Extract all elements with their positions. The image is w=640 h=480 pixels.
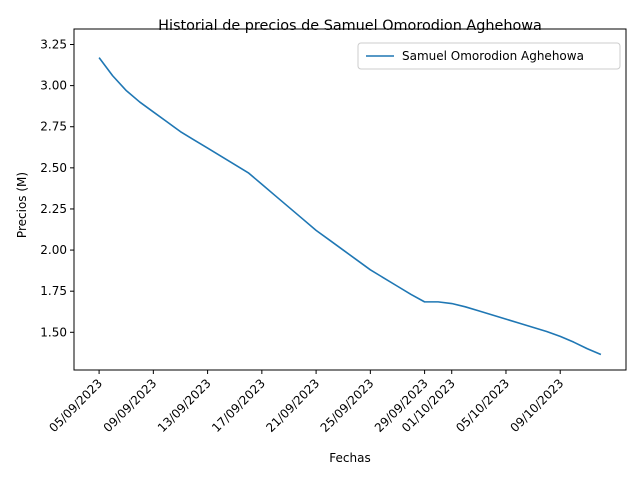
chart-title: Historial de precios de Samuel Omorodion… [158,18,542,34]
x-tick-label: 21/09/2023 [263,376,322,435]
series-line [98,57,602,356]
y-tick-label: 2.75 [40,120,67,134]
legend-box [357,42,621,70]
y-tick-label: 1.50 [40,325,67,339]
y-tick-label: 3.00 [40,79,67,93]
legend: Samuel Omorodion Aghehowa [357,42,621,70]
y-tick-label: 3.25 [40,38,67,52]
x-tick-label: 17/09/2023 [209,376,268,435]
y-tick-label: 1.75 [40,284,67,298]
plot-area: 1.50 1.75 2.00 2.25 2.50 2.75 3.00 3.25 05/09/20… [40,28,627,435]
y-axis-label: Precios (M) [15,172,29,238]
y-tick-label: 2.25 [40,202,67,216]
y-tick-label: 2.00 [40,243,67,257]
legend-label: Samuel Omorodion Aghehowa [402,49,584,63]
x-tick-label: 13/09/2023 [155,376,214,435]
y-tick-label: 2.50 [40,161,67,175]
x-tick-label: 09/10/2023 [508,376,567,435]
x-tick-label: 05/10/2023 [453,376,512,435]
x-axis-label: Fechas [329,451,370,465]
x-tick-label: 09/09/2023 [101,376,160,435]
x-tick-label: 05/09/2023 [46,376,105,435]
axes-frame [73,28,627,371]
x-tick-label: 25/09/2023 [318,376,377,435]
